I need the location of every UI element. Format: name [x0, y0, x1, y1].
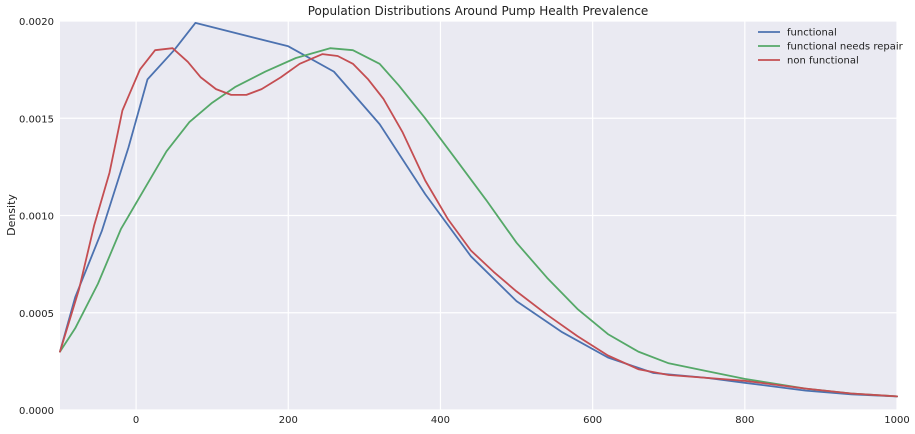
x-tick-label: 800 [735, 415, 754, 426]
y-tick-label: 0.0015 [19, 114, 54, 125]
x-tick-label: 200 [279, 415, 298, 426]
y-tick-label: 0.0020 [19, 17, 54, 28]
y-tick-label: 0.0005 [19, 309, 54, 320]
series-lines [59, 21, 898, 398]
y-axis: 0.0000 0.0005 0.0010 0.0015 0.0020 [19, 17, 54, 417]
legend-label: non functional [787, 56, 859, 67]
legend-label: functional [787, 28, 837, 39]
series-line-0 [59, 21, 898, 398]
x-tick-label: 400 [431, 415, 450, 426]
series-line-1 [59, 47, 898, 398]
chart-title: Population Distributions Around Pump Hea… [308, 4, 649, 18]
legend: functional functional needs repair non fun… [758, 28, 904, 67]
x-tick-label: 0 [133, 415, 139, 426]
x-tick-label: 1000 [884, 415, 909, 426]
series-line-2 [59, 47, 898, 398]
y-axis-label: Density [5, 194, 18, 236]
x-axis: 0 200 400 600 800 1000 [133, 415, 910, 426]
y-tick-label: 0.0010 [19, 212, 54, 223]
legend-label: functional needs repair [787, 42, 904, 53]
y-tick-label: 0.0000 [19, 406, 54, 417]
x-tick-label: 600 [583, 415, 602, 426]
